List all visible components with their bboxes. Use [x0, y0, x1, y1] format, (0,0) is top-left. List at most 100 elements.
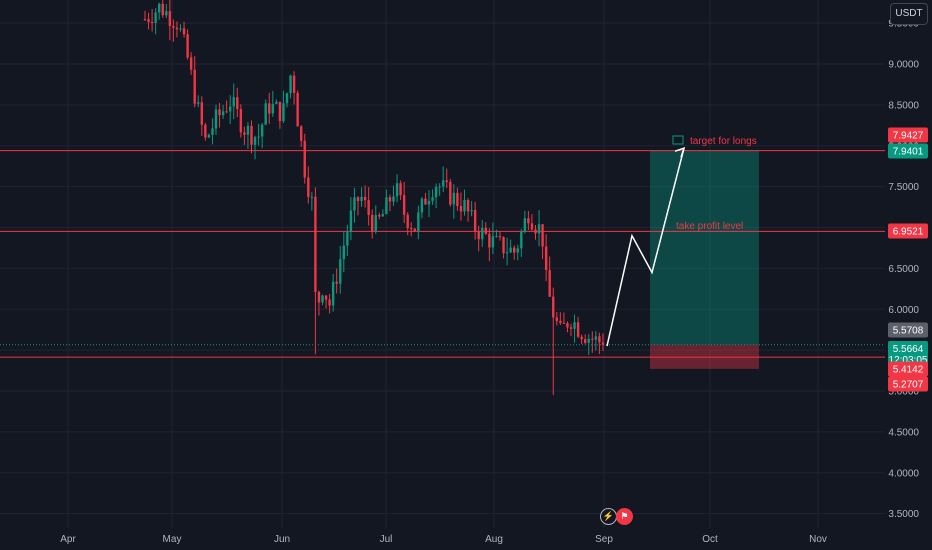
candle-body [566, 323, 569, 328]
candle-body [211, 128, 214, 135]
candle-body [580, 336, 583, 340]
projection-path [606, 147, 686, 347]
candle-body [481, 227, 484, 240]
candle-body [335, 281, 338, 284]
candle-body [584, 339, 587, 343]
candle-body [158, 3, 161, 13]
candle-body [363, 196, 367, 201]
candle-body [449, 181, 452, 205]
candle-body [498, 236, 502, 238]
candle-body [402, 195, 406, 215]
flag-event-icon[interactable]: ⚑ [616, 508, 633, 525]
grid-lines [0, 0, 885, 528]
candle-body [278, 101, 282, 121]
price-tag [888, 361, 928, 377]
candle-body [239, 109, 243, 133]
candle-body [250, 125, 253, 145]
candle-body [378, 215, 381, 217]
candle-body [324, 295, 328, 300]
candle-body [367, 200, 370, 215]
candle-body [445, 180, 448, 182]
time-axis[interactable]: Apr May Jun Jul Aug Sep Oct Nov [60, 534, 827, 545]
price-tag [888, 127, 928, 143]
candle-body [197, 102, 200, 104]
candle-body [271, 103, 274, 114]
candle-body [548, 270, 551, 297]
y-tick-label: 6.0000 [888, 305, 919, 316]
candle-body [189, 57, 193, 70]
candle-body [410, 228, 413, 230]
countdown-timer: 12:03:05 [889, 355, 928, 366]
candle-body [427, 200, 431, 205]
x-tick-label: May [163, 534, 182, 545]
candle-body [193, 69, 196, 104]
candle-body [534, 229, 537, 234]
candle-body [456, 192, 459, 206]
price-tag [888, 376, 928, 392]
candle-body [513, 247, 516, 253]
candle-body [346, 232, 349, 246]
candle-body [317, 291, 321, 303]
candle-body [470, 209, 473, 212]
x-tick-label: Jun [274, 534, 290, 545]
candle-body [218, 109, 221, 116]
candle-body [243, 132, 246, 135]
price-tag-value: 5.5708 [893, 326, 924, 337]
candle-body [491, 236, 495, 248]
candle-body [214, 109, 218, 129]
price-tag [888, 341, 928, 367]
price-tag-value: 5.2707 [893, 380, 924, 391]
candle-body [406, 214, 409, 229]
candle-body [342, 245, 345, 260]
candle-body [473, 209, 477, 232]
candle-body [424, 198, 427, 205]
candle-body [573, 322, 576, 329]
flag-icon [672, 135, 684, 145]
price-tag-value: 6.9521 [893, 227, 924, 238]
projection-line [606, 148, 685, 347]
candle-body [477, 231, 480, 240]
candle-body [175, 27, 179, 30]
price-tags: 7.94277.94016.95215.57085.566412:03:055.… [888, 127, 928, 392]
candle-body [356, 197, 360, 202]
lightning-icon[interactable]: ⚡ [600, 508, 617, 525]
candle-body [466, 200, 470, 212]
candle-body [420, 198, 424, 213]
candle-body [200, 102, 203, 125]
candle-body [431, 197, 434, 201]
annotations: target for longs take profit level [672, 135, 757, 232]
candle-body [186, 34, 189, 58]
candle-body [463, 200, 466, 212]
candle-body [520, 232, 523, 249]
candle-body [392, 196, 395, 202]
candle-body [232, 97, 235, 107]
candle-body [587, 338, 590, 343]
candle-body [562, 322, 566, 324]
candle-body [289, 75, 292, 94]
y-tick-label: 9.0000 [888, 60, 919, 71]
candle-body [523, 218, 527, 233]
candle-body [207, 134, 211, 138]
currency-button[interactable]: USDT [890, 3, 928, 25]
take-profit-level-label: take profit level [676, 221, 743, 232]
projection-arrowhead [674, 147, 686, 158]
x-tick-label: Aug [485, 534, 503, 545]
candle-body [417, 212, 420, 232]
candle-body [307, 177, 310, 197]
x-tick-label: Nov [809, 534, 827, 545]
candle-body [275, 101, 278, 104]
candle-body [236, 97, 239, 110]
price-tag [888, 223, 928, 239]
candle-body [371, 214, 374, 232]
candle-body [505, 252, 509, 254]
price-axis[interactable]: 9.50009.00008.50008.00007.50007.00006.50… [888, 19, 919, 521]
x-tick-label: Sep [595, 534, 613, 545]
candle-body [413, 228, 416, 232]
candle-body [253, 137, 257, 145]
candle-body [331, 281, 335, 306]
candle-body [229, 106, 232, 112]
candle-body [559, 320, 562, 323]
candle-body [488, 233, 491, 248]
candle-body [303, 140, 306, 178]
